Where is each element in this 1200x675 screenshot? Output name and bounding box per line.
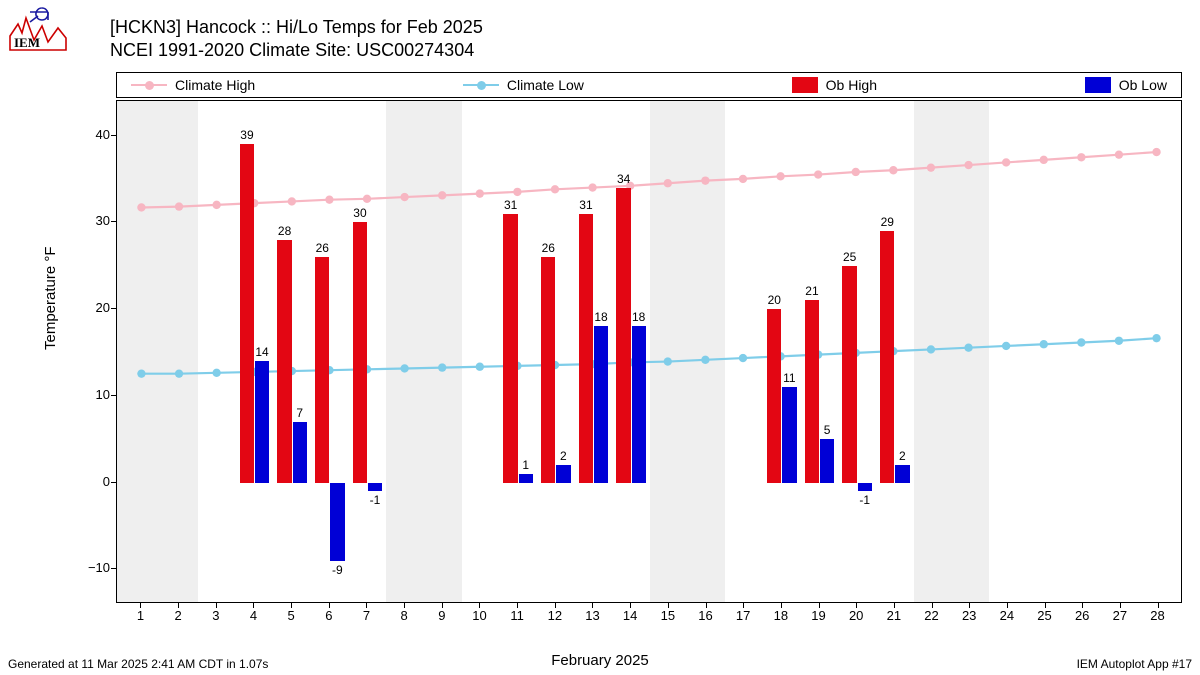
- bar: [880, 231, 894, 483]
- plot-area: 392826303126313420212529147-9-1121818115…: [116, 100, 1182, 603]
- bar-label: 34: [610, 172, 638, 186]
- bar: [519, 474, 533, 483]
- bar: [632, 326, 646, 482]
- chart-title-block: [HCKN3] Hancock :: Hi/Lo Temps for Feb 2…: [110, 16, 483, 61]
- bar-label: -1: [851, 493, 879, 507]
- legend-item-ob-low: Ob Low: [1085, 77, 1167, 93]
- bar: [594, 326, 608, 482]
- bar-label: 2: [549, 449, 577, 463]
- bar-label: -1: [361, 493, 389, 507]
- bar: [579, 214, 593, 483]
- bar-label: -9: [323, 563, 351, 577]
- bar-label: 5: [813, 423, 841, 437]
- bar: [858, 483, 872, 492]
- bar-label: 7: [286, 406, 314, 420]
- iem-logo: IEM: [8, 6, 70, 54]
- bar-label: 11: [775, 371, 803, 385]
- bar: [330, 483, 344, 561]
- bar-label: 30: [346, 206, 374, 220]
- bar: [782, 387, 796, 482]
- bar: [277, 240, 291, 483]
- bar: [842, 266, 856, 483]
- legend-item-climate-high: Climate High: [131, 77, 255, 93]
- legend-item-ob-high: Ob High: [792, 77, 877, 93]
- bar: [503, 214, 517, 483]
- bar-label: 31: [572, 198, 600, 212]
- bar-label: 18: [587, 310, 615, 324]
- bar: [315, 257, 329, 482]
- bar: [805, 300, 819, 482]
- legend-item-climate-low: Climate Low: [463, 77, 584, 93]
- bar-label: 39: [233, 128, 261, 142]
- bar: [767, 309, 781, 482]
- footer-left: Generated at 11 Mar 2025 2:41 AM CDT in …: [8, 657, 268, 671]
- legend-label: Climate Low: [507, 77, 584, 93]
- bar-label: 26: [308, 241, 336, 255]
- svg-text:IEM: IEM: [14, 35, 40, 50]
- bar: [820, 439, 834, 482]
- bar: [293, 422, 307, 483]
- bar-label: 20: [760, 293, 788, 307]
- bar-label: 29: [873, 215, 901, 229]
- bar: [240, 144, 254, 482]
- chart-title-line2: NCEI 1991-2020 Climate Site: USC00274304: [110, 39, 483, 62]
- bar-label: 2: [888, 449, 916, 463]
- bar-label: 14: [248, 345, 276, 359]
- bar: [616, 188, 630, 483]
- chart-title-line1: [HCKN3] Hancock :: Hi/Lo Temps for Feb 2…: [110, 16, 483, 39]
- y-axis-label: Temperature °F: [42, 246, 59, 350]
- bar: [368, 483, 382, 492]
- legend-label: Ob Low: [1119, 77, 1167, 93]
- bar: [353, 222, 367, 482]
- bar-label: 31: [497, 198, 525, 212]
- bar: [556, 465, 570, 482]
- legend: Climate High Climate Low Ob High Ob Low: [116, 72, 1182, 98]
- bar-label: 18: [625, 310, 653, 324]
- bar: [255, 361, 269, 482]
- bar-label: 25: [836, 250, 864, 264]
- bar-label: 28: [271, 224, 299, 238]
- footer-right: IEM Autoplot App #17: [1077, 657, 1192, 671]
- bar: [895, 465, 909, 482]
- bar-label: 26: [534, 241, 562, 255]
- legend-label: Ob High: [826, 77, 877, 93]
- bar-label: 1: [512, 458, 540, 472]
- legend-label: Climate High: [175, 77, 255, 93]
- bar-label: 21: [798, 284, 826, 298]
